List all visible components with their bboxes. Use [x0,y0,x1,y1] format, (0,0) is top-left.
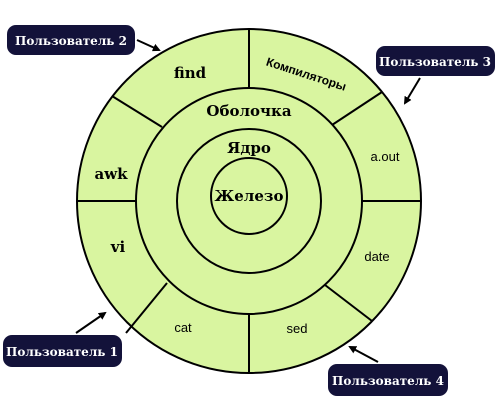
program-sed: sed [287,321,308,336]
user-3-arrow [403,77,421,105]
divider-top-right [331,91,383,126]
user-2-label: Пользователь 2 [15,34,127,48]
user-1-arrow [75,311,107,334]
divider-bottom-left [125,282,168,334]
shell-label: Оболочка [206,102,291,120]
user-4-label: Пользователь 4 [332,374,444,388]
hardware-core: Железо [210,157,288,235]
user-4-arrow [348,346,379,363]
program-date: date [364,249,389,264]
user-3-label: Пользователь 3 [379,55,491,69]
user-2-callout: Пользователь 2 [7,25,161,55]
sector-dividers [78,29,420,373]
user-1-callout: Пользователь 1 [3,311,122,367]
user-2-arrow [136,39,161,52]
user-2-badge [7,25,135,55]
divider-top-left [111,95,163,128]
program-aout: a.out [371,149,400,164]
hardware-label: Железо [215,187,284,205]
user-1-label: Пользователь 1 [6,345,118,359]
hardware-circle [210,157,288,235]
user-4-callout: Пользователь 4 [328,346,448,396]
user-3-callout: Пользователь 3 [376,46,495,105]
divider-bottom-right [324,284,373,322]
program-awk: awk [94,165,128,183]
user-3-badge [376,46,495,76]
user-4-badge [328,364,448,396]
kernel-label: Ядро [227,139,271,157]
program-vi: vi [110,238,126,256]
program-find: find [174,64,207,82]
user-1-badge [3,335,122,367]
program-cat: cat [174,320,192,335]
